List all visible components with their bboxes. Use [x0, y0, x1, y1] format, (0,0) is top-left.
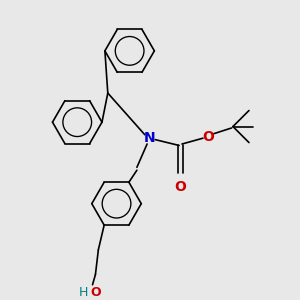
Text: H: H	[79, 286, 88, 298]
Text: O: O	[175, 180, 187, 194]
Text: N: N	[144, 131, 156, 145]
Text: O: O	[90, 286, 101, 298]
Text: O: O	[202, 130, 214, 144]
